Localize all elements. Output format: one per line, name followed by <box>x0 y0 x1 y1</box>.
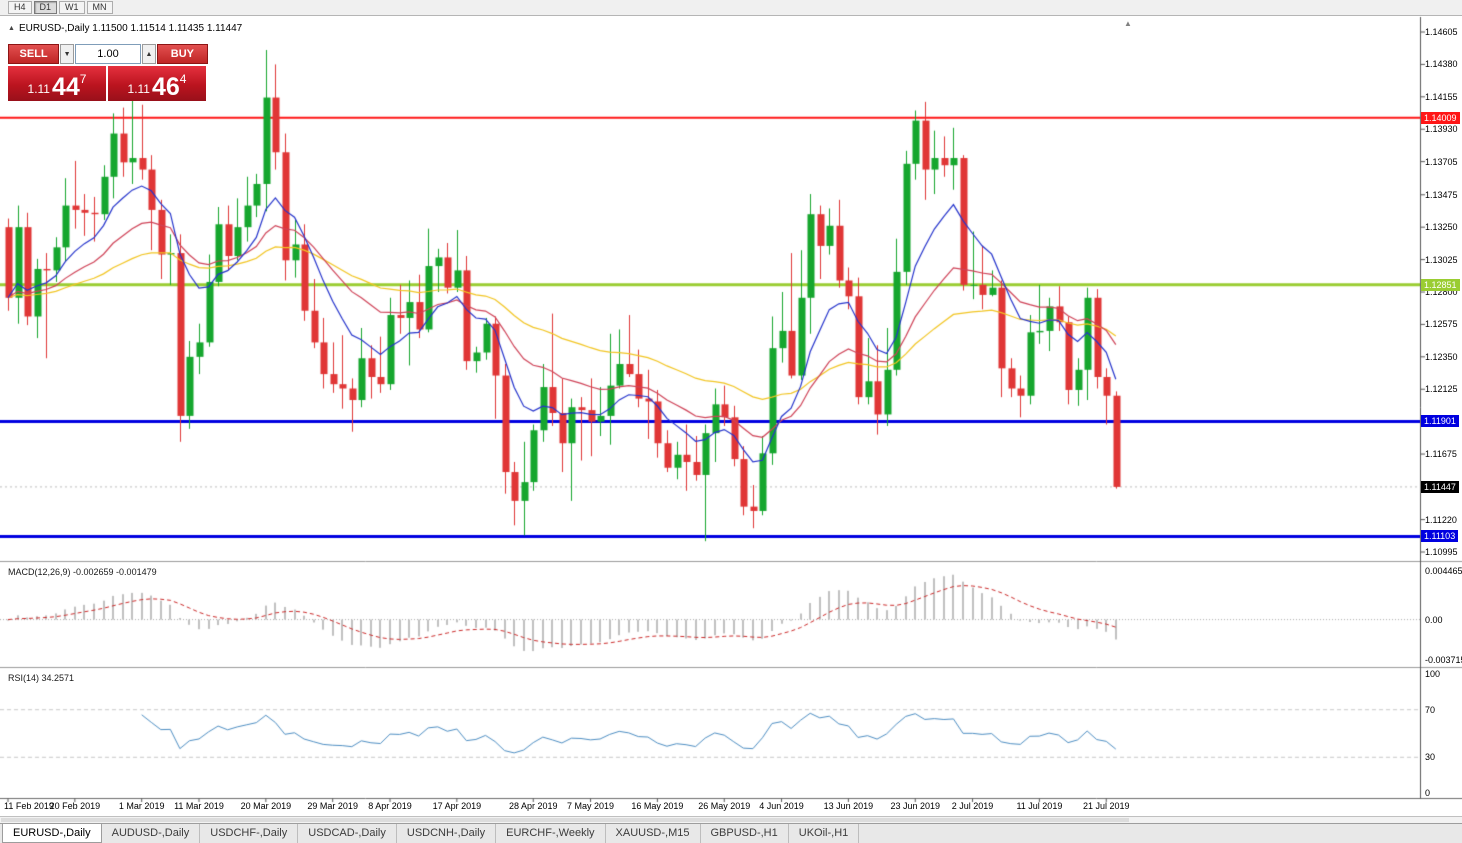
sell-price-big-digits: 44 <box>51 73 80 101</box>
bid-ask-display: 1.11 44 7 1.11 46 4 <box>8 66 208 101</box>
chevron-up-icon: ▲ <box>145 50 153 58</box>
buy-price-handle: 1.11 <box>127 82 150 96</box>
scrollbar-thumb[interactable] <box>1 818 1129 822</box>
chart-tab-eurchf[interactable]: EURCHF-,Weekly <box>496 824 606 843</box>
chart-tab-usdcnh[interactable]: USDCNH-,Daily <box>397 824 497 843</box>
sell-price-handle: 1.11 <box>27 82 50 96</box>
timeframe-button-mn[interactable]: MN <box>86 1 113 14</box>
trade-controls-row: SELL ▼ ▲ BUY <box>8 44 208 64</box>
scroll-shift-marker-icon[interactable]: ▲ <box>1124 19 1132 28</box>
buy-price-display[interactable]: 1.11 46 4 <box>108 66 206 101</box>
buy-price-pip-digit: 4 <box>179 72 187 86</box>
buy-button[interactable]: BUY <box>156 44 208 64</box>
chart-tab-usdchf[interactable]: USDCHF-,Daily <box>200 824 299 843</box>
chart-tab-eurusd[interactable]: EURUSD-,Daily <box>2 824 102 843</box>
horizontal-scrollbar[interactable] <box>0 816 1462 823</box>
chart-tab-xauusd[interactable]: XAUUSD-,M15 <box>606 824 701 843</box>
chart-tab-audusd[interactable]: AUDUSD-,Daily <box>102 824 201 843</box>
macd-indicator-label: MACD(12,26,9) -0.002659 -0.001479 <box>8 567 157 577</box>
chevron-down-icon: ▼ <box>63 50 71 58</box>
sell-price-display[interactable]: 1.11 44 7 <box>8 66 106 101</box>
volume-increase-button[interactable]: ▲ <box>142 44 156 64</box>
collapse-arrow-icon[interactable]: ▲ <box>8 24 15 32</box>
volume-decrease-button[interactable]: ▼ <box>60 44 74 64</box>
chart-tab-gbpusd[interactable]: GBPUSD-,H1 <box>701 824 789 843</box>
rsi-indicator-label: RSI(14) 34.2571 <box>8 673 75 683</box>
chart-tab-bar: EURUSD-,Daily AUDUSD-,Daily USDCHF-,Daily U… <box>0 823 1462 843</box>
chart-tab-ukoil[interactable]: UKOil-,H1 <box>789 824 860 843</box>
ohlc-text: EURUSD-,Daily 1.11500 1.11514 1.11435 1.… <box>18 23 243 34</box>
chart-tab-usdcad[interactable]: USDCAD-,Daily <box>298 824 397 843</box>
timeframe-toolbar: H4 D1 W1 MN <box>0 0 1462 16</box>
sell-price-pip-digit: 7 <box>79 72 87 86</box>
timeframe-button-d1[interactable]: D1 <box>33 1 58 14</box>
sell-button[interactable]: SELL <box>8 44 60 64</box>
timeframe-button-h4[interactable]: H4 <box>8 1 32 14</box>
chart-ohlc-header: ▲ EURUSD-,Daily 1.11500 1.11514 1.11435 … <box>8 23 242 34</box>
buy-price-big-digits: 46 <box>151 73 180 101</box>
timeframe-button-w1[interactable]: W1 <box>59 1 85 14</box>
volume-input[interactable] <box>75 44 141 64</box>
